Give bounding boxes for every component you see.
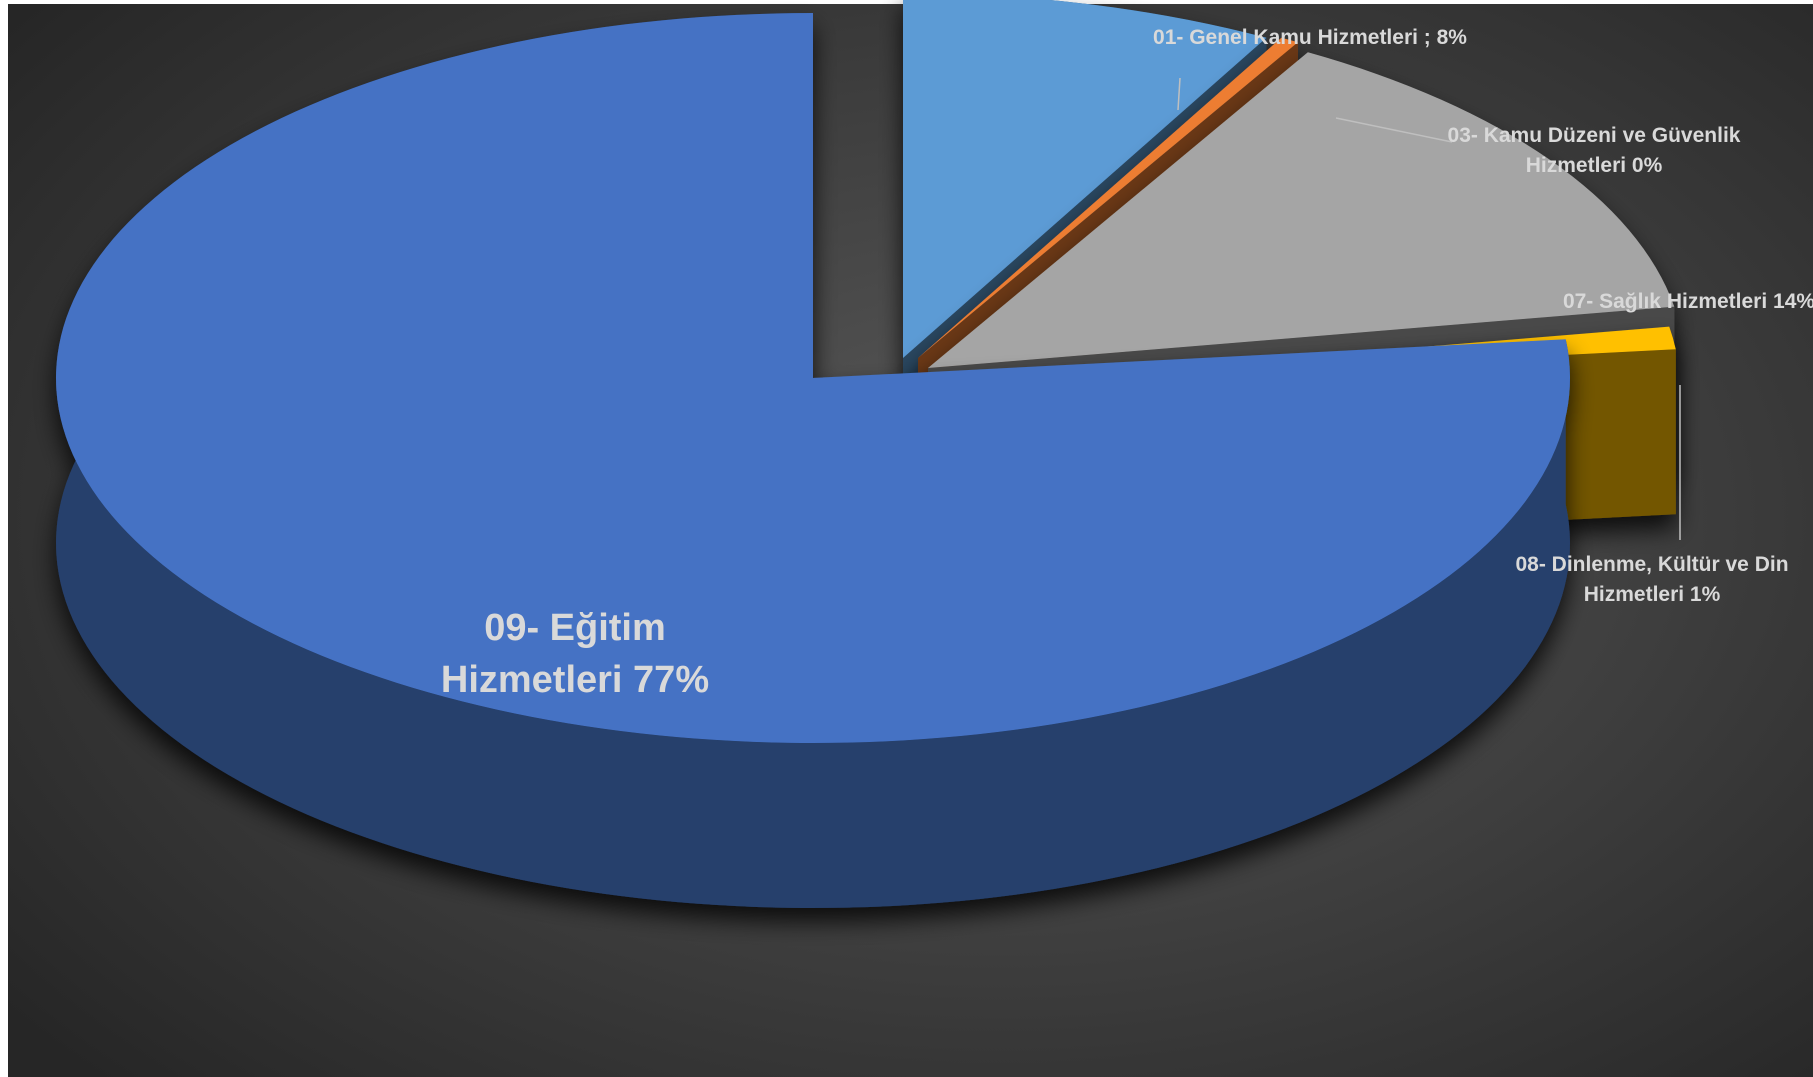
leader-line xyxy=(1177,77,1181,111)
slice-label: 01- Genel Kamu Hizmetleri ; 8% xyxy=(1153,26,1467,49)
slice-label: 09- Eğitim Hizmetleri 77% xyxy=(441,607,709,701)
leader-line xyxy=(1335,117,1453,143)
slice-label: 07- Sağlık Hizmetleri 14% xyxy=(1563,290,1813,313)
slice-label: 08- Dinlenme, Kültür ve Din Hizmetleri 1% xyxy=(1515,553,1788,606)
pie-slice xyxy=(56,13,1571,909)
slice-label: 03- Kamu Düzeni ve Güvenlik Hizmetleri 0% xyxy=(1448,124,1741,177)
